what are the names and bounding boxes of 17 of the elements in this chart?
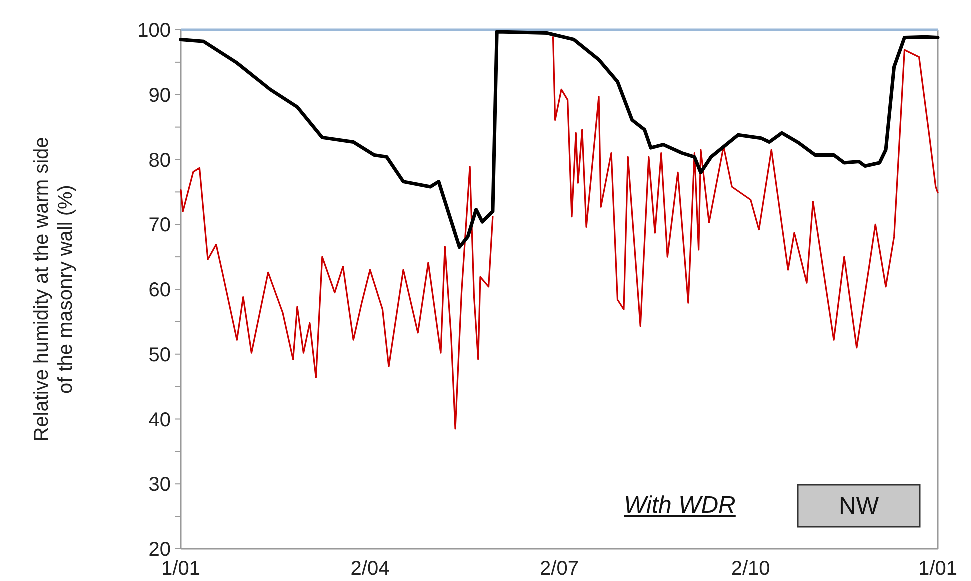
y-tick-label: 20 bbox=[148, 539, 171, 561]
y-tick-label: 30 bbox=[148, 474, 171, 496]
x-tick-label: 2/07 bbox=[540, 558, 579, 580]
y-tick-label: 40 bbox=[148, 409, 171, 432]
y-tick-label: 90 bbox=[148, 84, 171, 107]
annotation: NW bbox=[839, 493, 880, 520]
annotation: With WDR bbox=[624, 492, 736, 519]
y-axis-title: Relative humidity at the warm side of the masonry wall (%) bbox=[31, 137, 77, 442]
y-tick-label: 60 bbox=[148, 280, 171, 302]
y-tick-label: 100 bbox=[138, 20, 171, 42]
x-tick-label: 2/10 bbox=[731, 558, 770, 580]
y-tick-label: 70 bbox=[148, 214, 171, 237]
x-tick-label: 2/04 bbox=[350, 558, 390, 580]
x-tick-label: 1/01 bbox=[918, 558, 958, 580]
y-tick-label: 80 bbox=[148, 150, 171, 172]
y-tick-label: 50 bbox=[148, 344, 171, 366]
x-tick-label: 1/01 bbox=[162, 558, 200, 580]
